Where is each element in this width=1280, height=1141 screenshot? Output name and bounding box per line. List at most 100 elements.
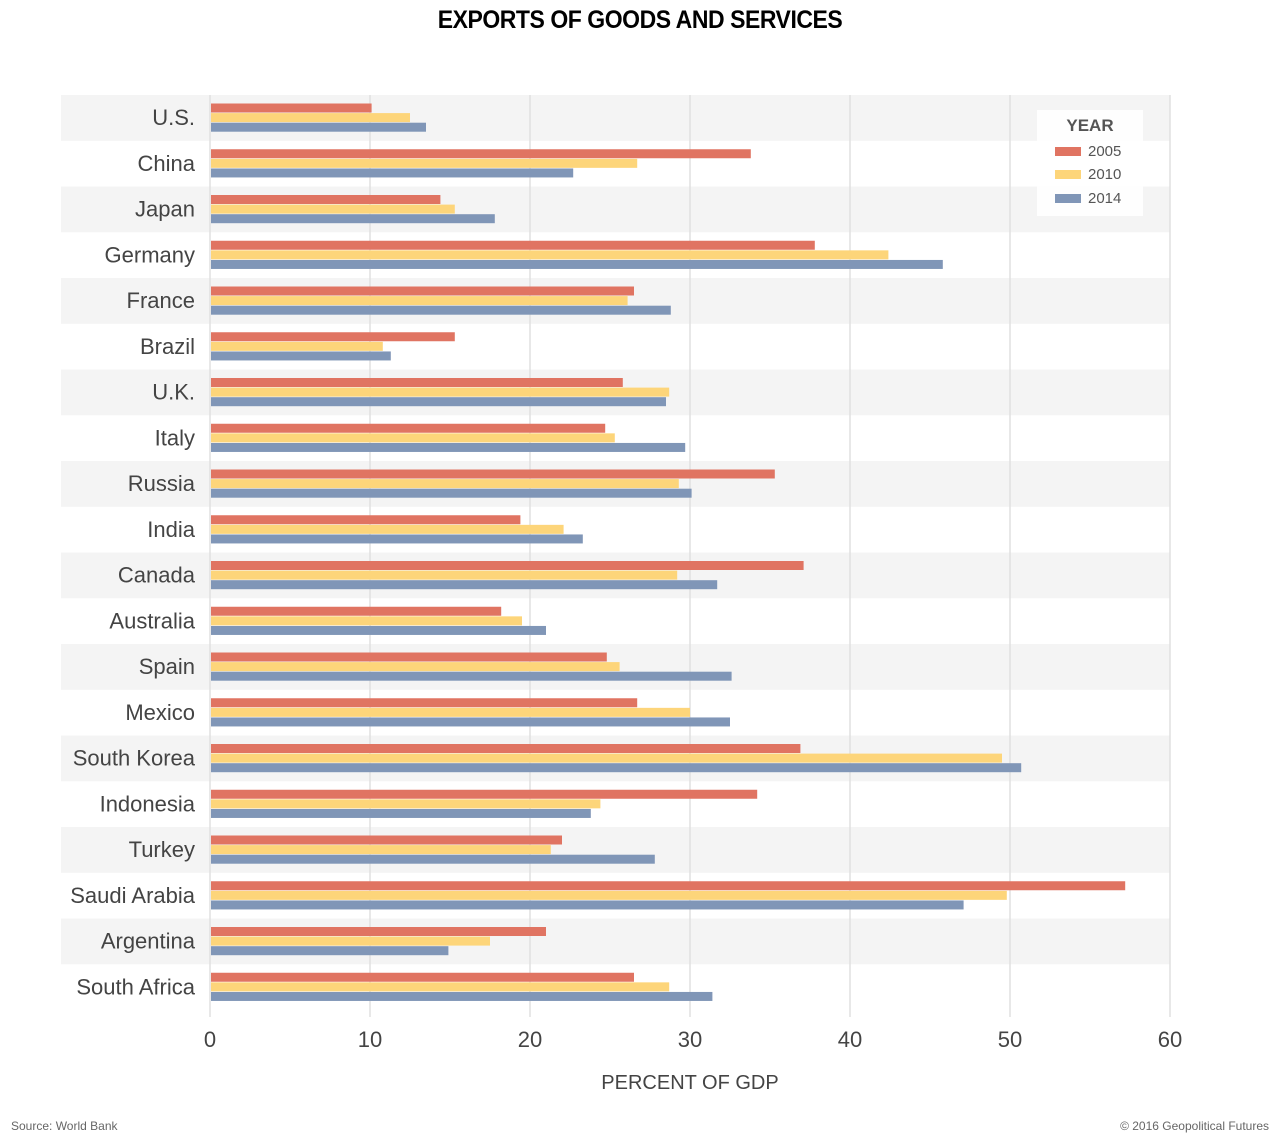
bar-2010-south-korea [211,753,1002,763]
category-label: Spain [139,654,195,679]
bar-2010-china [211,158,638,168]
legend-label: 2014 [1088,189,1122,207]
x-tick-label: 40 [838,1027,862,1052]
category-label: Australia [109,608,195,633]
x-tick-label: 0 [204,1027,216,1052]
x-tick-label: 60 [1158,1027,1182,1052]
bar-2014-italy [211,442,686,452]
bar-2005-u-k- [211,378,623,387]
bar-2005-indonesia [211,789,758,799]
bar-2014-india [211,534,583,544]
category-label: India [147,517,195,542]
legend-title: YEAR [1066,116,1114,135]
bar-2014-brazil [211,351,391,361]
x-tick-label: 50 [998,1027,1022,1052]
bar-2010-indonesia [211,799,601,809]
category-label: Russia [128,471,196,496]
bar-2010-australia [211,616,522,626]
bar-2014-argentina [211,946,449,956]
category-label: Argentina [101,929,196,954]
bar-2005-brazil [211,332,455,342]
x-tick-label: 20 [518,1027,542,1052]
legend-label: 2010 [1088,166,1122,183]
chart-title: EXPORTS OF GOODS AND SERVICES [437,6,843,34]
bar-2010-saudi-arabia [211,890,1007,900]
bar-2014-spain [211,671,732,681]
bar-2005-turkey [211,835,562,845]
bar-2014-japan [211,214,495,224]
bar-2005-australia [211,606,502,616]
category-label: South Africa [76,974,195,999]
bar-2014-u-s- [211,122,426,132]
category-label: Canada [118,563,196,588]
bar-2010-italy [211,433,615,443]
category-label: Germany [105,242,195,267]
bar-2005-japan [211,195,441,204]
bar-2010-u-s- [211,113,410,123]
bar-2005-germany [211,240,815,250]
bar-2010-south-africa [211,982,670,992]
bar-2010-canada [211,570,678,580]
legend-item: 2014 [1055,188,1121,208]
legend-item: 2005 [1055,141,1121,161]
bar-2014-south-korea [211,763,1022,773]
bar-2010-germany [211,250,889,260]
category-label: Saudi Arabia [70,883,196,908]
legend-swatch [1055,170,1081,179]
bars [211,103,1126,1001]
bar-2014-mexico [211,717,730,727]
bar-2010-turkey [211,845,551,855]
bar-2005-italy [211,423,606,433]
bar-2014-u-k- [211,397,666,407]
x-axis-ticks: 0 10 20 30 40 50 60 [204,1027,1182,1052]
bar-2014-turkey [211,854,655,864]
legend: YEAR 2005 2010 2014 [1037,110,1143,216]
category-label: Italy [155,425,195,450]
x-tick-label: 10 [358,1027,382,1052]
bar-2014-russia [211,488,692,498]
bar-2010-argentina [211,936,490,946]
bar-2005-china [211,149,751,159]
category-label: U.K. [152,380,195,405]
bar-2010-spain [211,662,620,672]
bar-2005-south-africa [211,972,634,982]
category-label: France [127,288,195,313]
category-labels: U.S. China Japan Germany France Brazil U.K. Ita… [70,105,196,999]
category-label: Turkey [129,837,195,862]
x-axis-title: PERCENT OF GDP [601,1072,778,1094]
category-label: Indonesia [100,791,196,816]
bar-2014-china [211,168,574,178]
legend-item: 2010 [1055,165,1121,185]
bar-2005-saudi-arabia [211,881,1126,891]
legend-swatch [1055,146,1081,156]
bar-2010-u-k- [211,387,670,397]
bar-2005-france [211,286,634,296]
bar-2005-u-s- [211,103,372,113]
bar-2010-india [211,524,564,534]
bar-2010-mexico [211,707,690,717]
x-tick-label: 30 [678,1027,702,1052]
bar-2014-france [211,305,671,315]
bar-2010-russia [211,479,679,489]
category-label: Mexico [125,700,195,725]
copyright-note: © 2016 Geopolitical Futures [1120,1119,1269,1133]
bar-2005-spain [211,652,607,662]
source-note: Source: World Bank [11,1119,118,1133]
bar-2005-india [211,515,521,525]
bar-2005-canada [211,561,804,570]
bar-2010-japan [211,204,455,214]
category-label: Brazil [140,334,195,359]
legend-label: 2005 [1088,142,1122,160]
bar-2005-mexico [211,698,638,708]
bar-2014-indonesia [211,808,591,818]
category-label: China [138,151,196,176]
legend-swatch [1055,193,1081,203]
bar-2014-canada [211,580,718,590]
bar-2010-brazil [211,341,383,351]
bar-2005-russia [211,469,775,479]
category-label: Japan [135,197,195,222]
category-label: South Korea [73,746,196,771]
bar-2005-south-korea [211,744,801,753]
category-label: U.S. [152,105,195,130]
